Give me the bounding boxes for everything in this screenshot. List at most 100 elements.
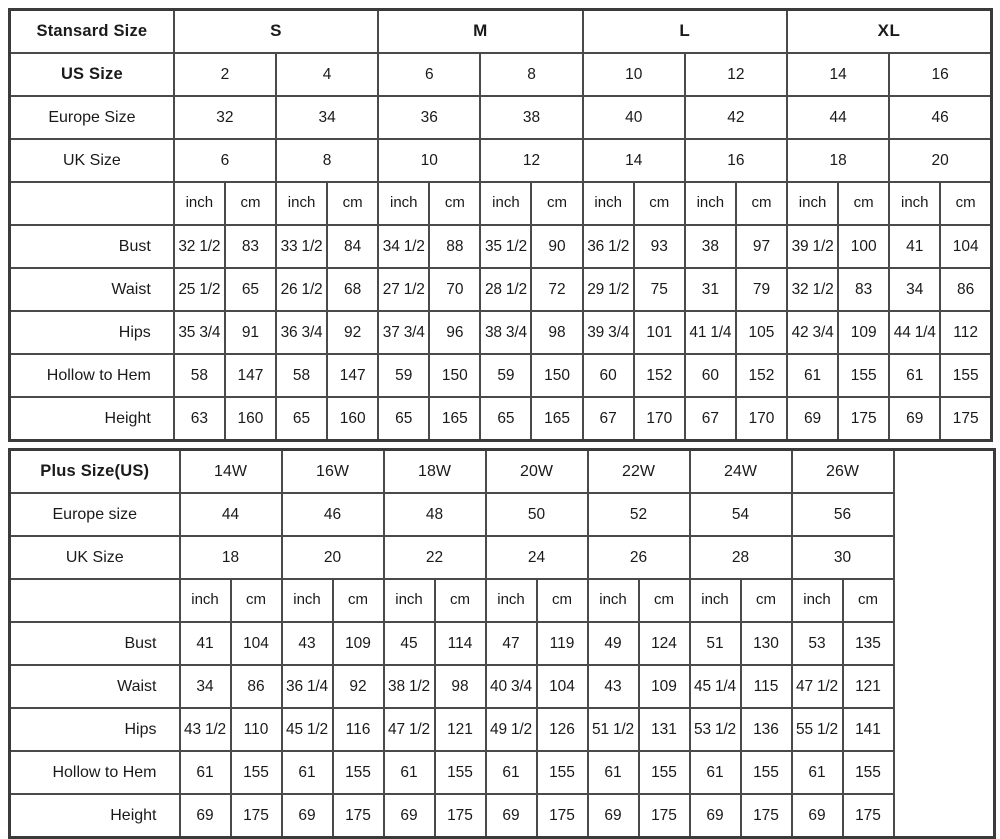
hips-cell: 44 1/4 [888,310,942,355]
plus-bust-cell: 114 [433,621,487,666]
uk-size-value: 12 [479,138,584,183]
unit-cm: cm [433,578,487,623]
europe-size-value: 40 [581,95,686,140]
europe-size-value: 34 [274,95,380,140]
plus-bust-cell: 130 [739,621,793,666]
table-row-height: Height 63 160 65 160 65 165 65 165 67 17… [8,396,993,442]
plus-bust-cell: 104 [229,621,283,666]
height-cell: 175 [837,396,891,442]
plus-hips-cell: 47 1/2 [382,707,436,752]
unit-cm: cm [229,578,283,623]
unit-inch: inch [888,181,942,226]
plus-height-cell: 175 [841,793,895,839]
table-row-plus-waist: Waist 34 86 36 1/4 92 38 1/2 98 40 3/4 1… [8,664,995,709]
plus-waist-cell: 36 1/4 [280,664,334,709]
plus-hollow-to-hem-cell: 155 [637,750,691,795]
unit-inch: inch [786,181,840,226]
hollow-to-hem-cell: 58 [274,353,329,398]
table-row-europe-size: Europe Size 32 34 36 38 40 42 44 46 [8,95,993,140]
row-label-plus-europe-size: Europe size [8,492,181,537]
uk-size-value: 6 [172,138,277,183]
row-label-europe-size: Europe Size [8,95,175,140]
plus-height-cell: 175 [229,793,283,839]
table-row-us-size: US Size 2 4 6 8 10 12 14 16 [8,52,993,97]
plus-hips-cell: 116 [331,707,385,752]
table-row-uk-size: UK Size 6 8 10 12 14 16 18 20 [8,138,993,183]
table-row-group-header: Stansard Size S M L XL [8,8,993,54]
group-header-l: L [581,8,789,54]
us-size-value: 6 [377,52,482,97]
europe-size-value: 36 [377,95,482,140]
plus-hips-cell: 51 1/2 [586,707,640,752]
plus-hollow-to-hem-cell: 155 [841,750,895,795]
waist-cell: 25 1/2 [172,267,226,312]
plus-height-cell: 175 [739,793,793,839]
plus-waist-cell: 104 [535,664,589,709]
height-cell: 165 [428,396,482,442]
row-label-plus-bust: Bust [8,621,181,666]
plus-size-header: 24W [688,448,793,494]
plus-hips-cell: 49 1/2 [484,707,538,752]
plus-hips-cell: 136 [739,707,793,752]
plus-hips-cell: 55 1/2 [790,707,844,752]
plus-europe-size-value: 48 [382,492,487,537]
plus-hips-cell: 126 [535,707,589,752]
unit-cm: cm [535,578,589,623]
plus-size-header: 22W [586,448,691,494]
bust-cell: 88 [428,224,482,269]
plus-size-header: 26W [790,448,895,494]
plus-waist-cell: 45 1/4 [688,664,742,709]
bust-cell: 93 [632,224,686,269]
plus-table-empty-tail [892,449,995,838]
table-row-waist: Waist 25 1/2 65 26 1/2 68 27 1/2 70 28 1… [8,267,993,312]
bust-cell: 35 1/2 [479,224,533,269]
hollow-to-hem-cell: 61 [786,353,840,398]
europe-size-value: 32 [172,95,277,140]
plus-bust-cell: 109 [331,621,385,666]
row-label-waist: Waist [8,267,175,312]
plus-europe-size-value: 52 [586,492,691,537]
plus-uk-size-value: 22 [382,535,487,580]
unit-inch: inch [172,181,226,226]
plus-waist-cell: 98 [433,664,487,709]
table-row-hollow-to-hem: Hollow to Hem 58 147 58 147 59 150 59 15… [8,353,993,398]
plus-hips-cell: 43 1/2 [178,707,232,752]
hips-cell: 41 1/4 [683,310,737,355]
row-label-uk-size: UK Size [8,138,175,183]
plus-hips-cell: 53 1/2 [688,707,742,752]
unit-inch: inch [586,578,640,623]
bust-cell: 100 [837,224,891,269]
plus-bust-cell: 53 [790,621,844,666]
row-label-hollow-to-hem: Hollow to Hem [8,353,175,398]
plus-waist-cell: 121 [841,664,895,709]
waist-cell: 27 1/2 [377,267,431,312]
hollow-to-hem-cell: 147 [326,353,380,398]
us-size-value: 10 [581,52,686,97]
europe-size-value: 38 [479,95,584,140]
plus-height-cell: 69 [280,793,334,839]
hollow-to-hem-cell: 60 [581,353,635,398]
hips-cell: 37 3/4 [377,310,431,355]
plus-uk-size-value: 28 [688,535,793,580]
hollow-to-hem-cell: 59 [479,353,533,398]
plus-hollow-to-hem-cell: 61 [382,750,436,795]
uk-size-value: 10 [377,138,482,183]
table-row-hips: Hips 35 3/4 91 36 3/4 92 37 3/4 96 38 3/… [8,310,993,355]
plus-europe-size-value: 56 [790,492,895,537]
height-cell: 160 [326,396,380,442]
table-row-plus-header: Plus Size(US) 14W 16W 18W 20W 22W 24W 26… [8,448,995,838]
table-row-units: inch cm inch cm inch cm inch cm inch cm … [8,181,993,226]
plus-hips-cell: 131 [637,707,691,752]
plus-hollow-to-hem-cell: 155 [535,750,589,795]
hips-cell: 91 [223,310,277,355]
uk-size-value: 20 [888,138,993,183]
plus-height-cell: 175 [535,793,589,839]
europe-size-value: 46 [888,95,993,140]
unit-inch: inch [178,578,232,623]
plus-height-cell: 175 [637,793,691,839]
waist-cell: 70 [428,267,482,312]
plus-units-row-blank-cell [8,578,181,623]
us-size-value: 8 [479,52,584,97]
waist-cell: 68 [326,267,380,312]
